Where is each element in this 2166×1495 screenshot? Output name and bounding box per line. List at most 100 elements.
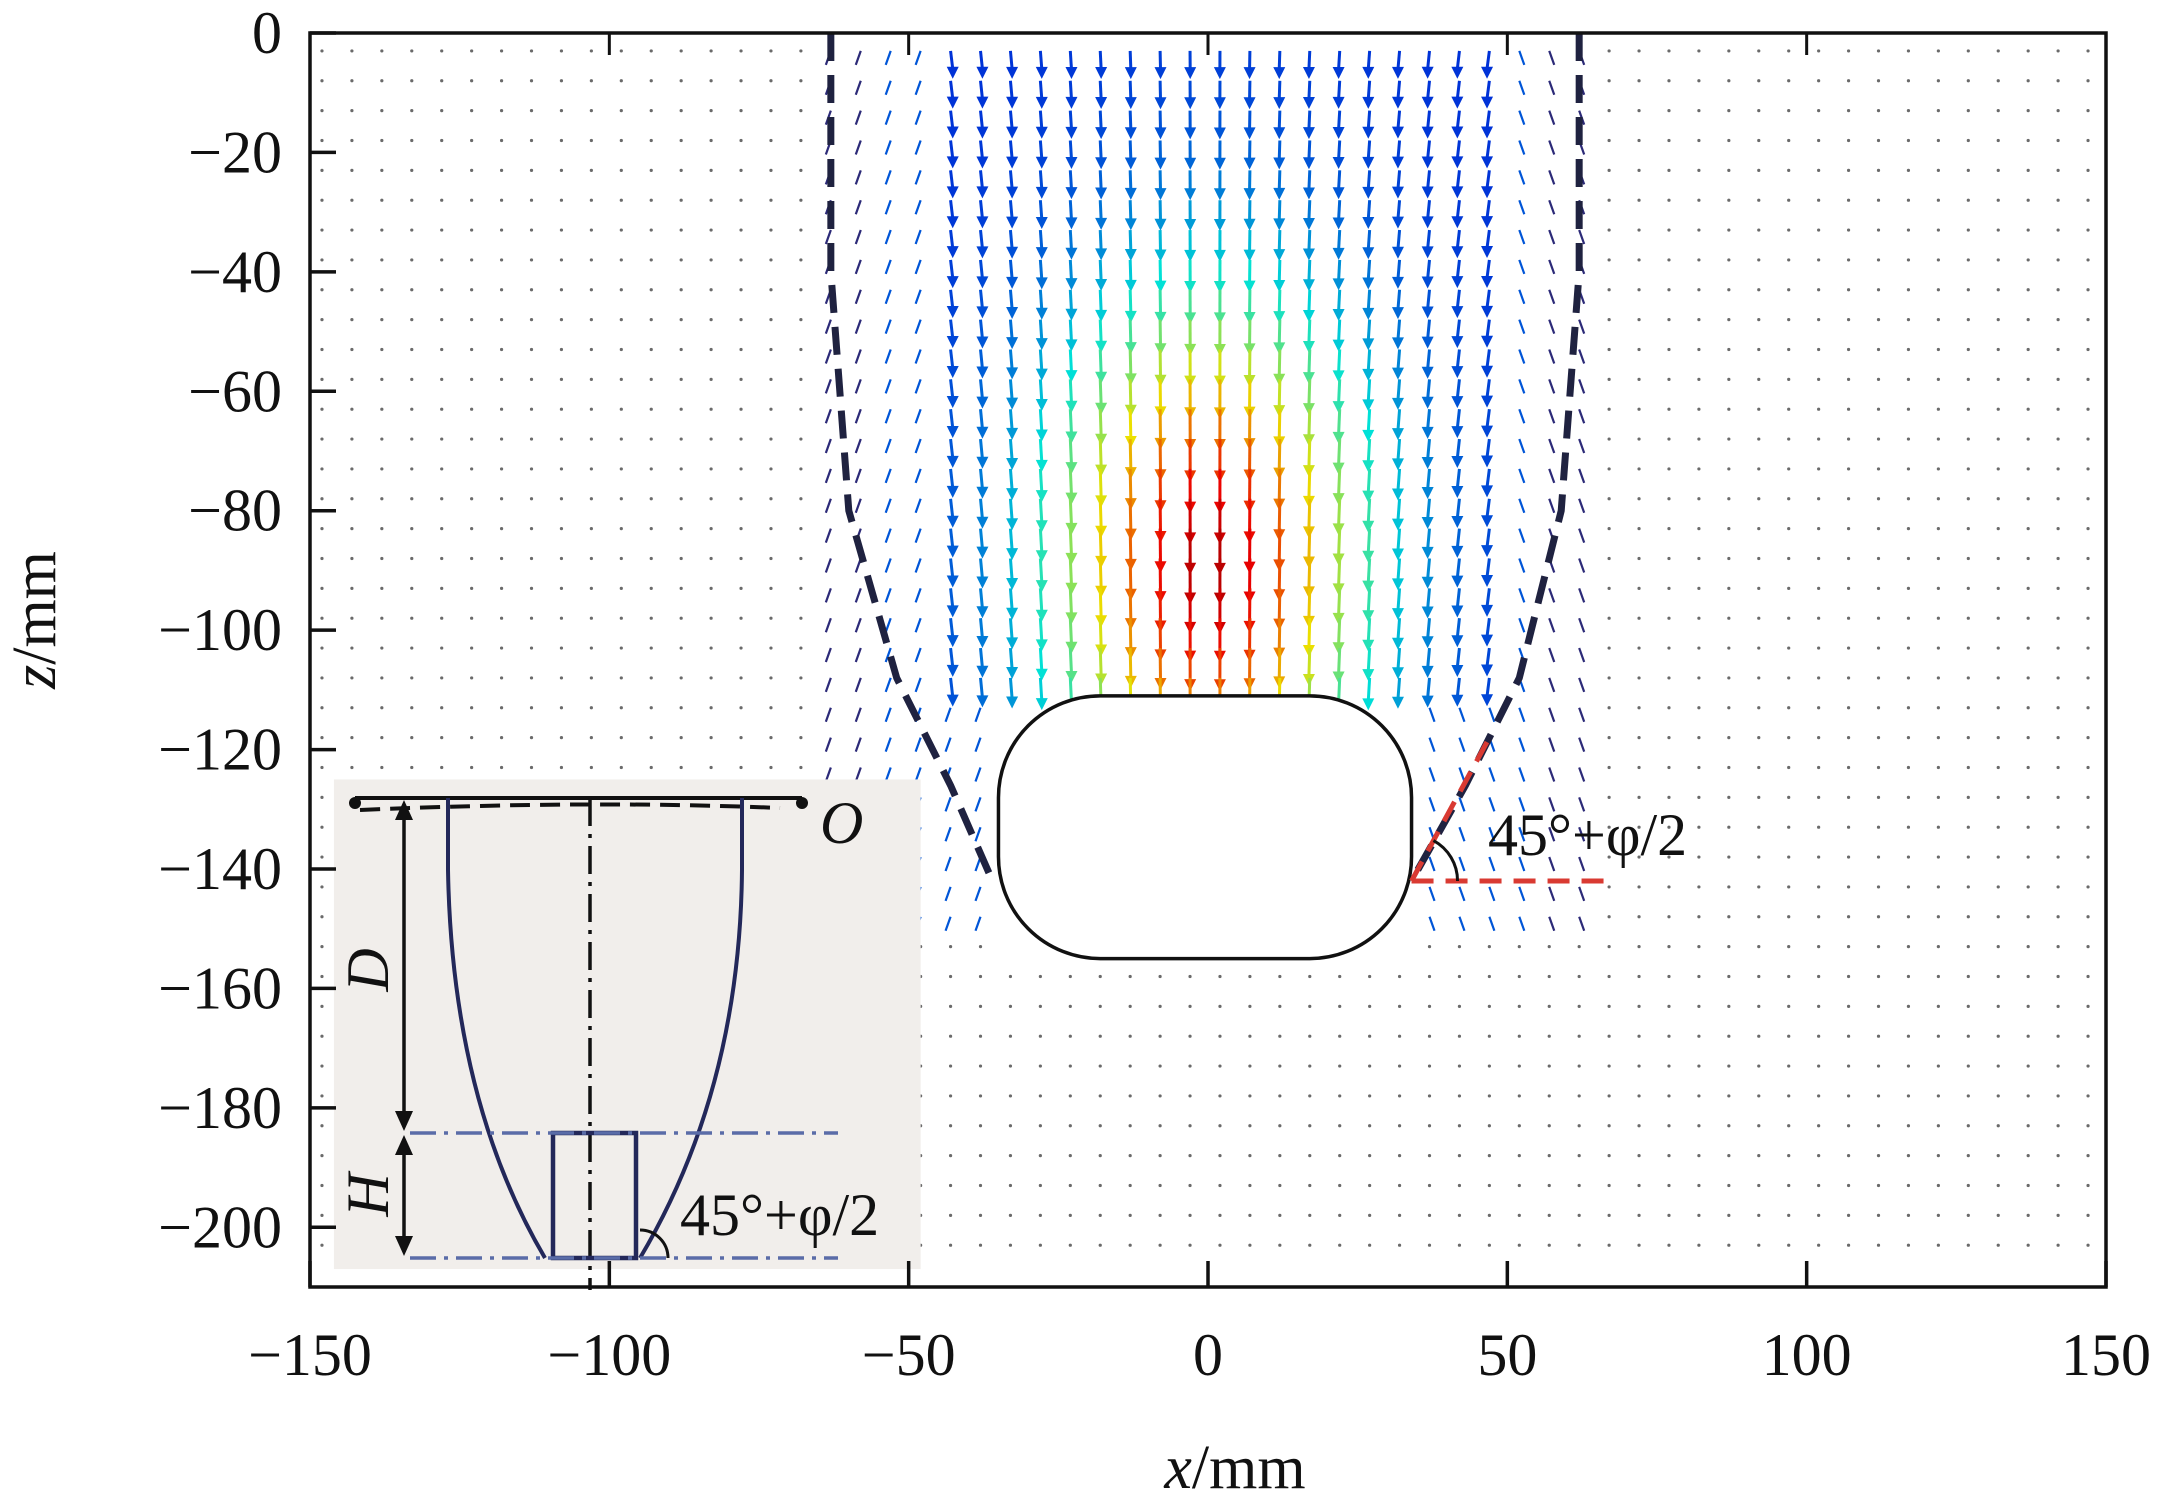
velocity-vector [1936,49,1940,53]
velocity-vector [1396,200,1402,219]
velocity-vector [2056,109,2060,113]
velocity-vector [1757,616,1761,620]
velocity-vector [1697,1183,1701,1188]
velocity-vector [1396,409,1402,431]
velocity-vector [1727,1034,1731,1038]
velocity-vector [1128,1094,1132,1098]
velocity-vector [1548,617,1556,633]
velocity-vector [1518,737,1526,752]
velocity-vector [709,467,713,471]
velocity-vector [619,407,623,411]
velocity-vector [1485,558,1491,578]
velocity-vector [1607,1243,1611,1247]
velocity-vector [440,258,444,262]
velocity-vector [1427,1034,1432,1038]
velocity-vector [1757,795,1761,799]
velocity-vector [1128,498,1133,531]
velocity-vector [1396,80,1402,99]
velocity-vector [739,646,743,650]
velocity-vector [1757,49,1761,53]
velocity-vector [1455,140,1461,159]
velocity-vector [619,616,623,620]
velocity-vector [1035,609,1048,622]
velocity-vector [1128,1034,1132,1038]
velocity-vector [1577,974,1581,979]
velocity-vector [1518,110,1526,125]
velocity-vector [1068,468,1073,495]
velocity-vector [978,1183,983,1188]
velocity-vector [2086,198,2090,202]
velocity-vector [946,545,959,558]
velocity-vector [1421,516,1434,529]
velocity-vector [1817,1243,1821,1247]
velocity-vector [1038,1124,1042,1128]
velocity-vector [2026,318,2030,322]
velocity-vector [1332,462,1345,475]
velocity-vector [1518,528,1526,543]
velocity-vector [1008,1183,1013,1188]
velocity-vector [1667,1213,1671,1217]
velocity-vector [948,1124,953,1128]
velocity-vector [914,558,922,573]
velocity-vector [470,616,474,620]
velocity-vector [1966,288,1970,292]
velocity-vector [1876,616,1881,620]
velocity-vector [1727,407,1731,411]
velocity-vector [1757,1064,1761,1068]
velocity-vector [1757,467,1761,471]
velocity-vector [320,1243,324,1247]
velocity-vector [2056,676,2060,680]
velocity-vector [2056,138,2060,143]
velocity-vector [1846,616,1851,620]
velocity-vector [1488,826,1496,842]
velocity-vector [1936,527,1940,531]
velocity-vector [1421,186,1434,199]
velocity-vector [709,49,713,53]
velocity-vector [1876,109,1881,113]
velocity-vector [1996,318,2000,322]
velocity-vector [1996,765,2000,770]
velocity-vector [1098,140,1103,160]
velocity-vector [1038,468,1044,493]
velocity-vector [380,49,384,53]
velocity-vector [949,677,955,697]
velocity-vector [1966,138,1970,143]
velocity-vector [1485,140,1491,159]
velocity-vector [1906,168,1911,172]
velocity-vector [1332,278,1345,291]
velocity-vector [1457,1004,1462,1008]
velocity-vector [978,1243,983,1247]
velocity-vector [1518,259,1526,275]
velocity-vector [1817,168,1821,172]
velocity-vector [824,319,832,334]
velocity-vector [320,79,324,83]
velocity-vector [440,437,444,441]
velocity-vector [1366,379,1372,402]
velocity-vector [410,347,414,352]
velocity-vector [1426,259,1431,279]
velocity-vector [1996,915,2000,919]
velocity-vector [1996,795,2000,799]
velocity-vector [1697,616,1701,620]
velocity-vector [1481,694,1494,707]
velocity-vector [1273,157,1286,170]
velocity-vector [1391,637,1404,650]
velocity-vector [1518,886,1526,902]
velocity-vector [1006,66,1019,79]
velocity-vector [2026,138,2030,143]
velocity-vector [1578,468,1586,484]
velocity-vector [1068,588,1073,615]
velocity-vector [1065,670,1078,683]
velocity-vector [1451,336,1464,349]
velocity-vector [619,288,623,292]
y-tick-label: −40 [188,239,282,305]
velocity-vector [1487,1243,1491,1247]
velocity-vector [1607,527,1611,531]
velocity-vector [2086,79,2090,83]
velocity-vector [1308,1213,1312,1217]
velocity-vector [1421,665,1434,678]
velocity-vector [1128,558,1133,591]
velocity-vector [2086,736,2090,740]
velocity-vector [1481,246,1494,259]
velocity-vector [1188,1183,1192,1188]
